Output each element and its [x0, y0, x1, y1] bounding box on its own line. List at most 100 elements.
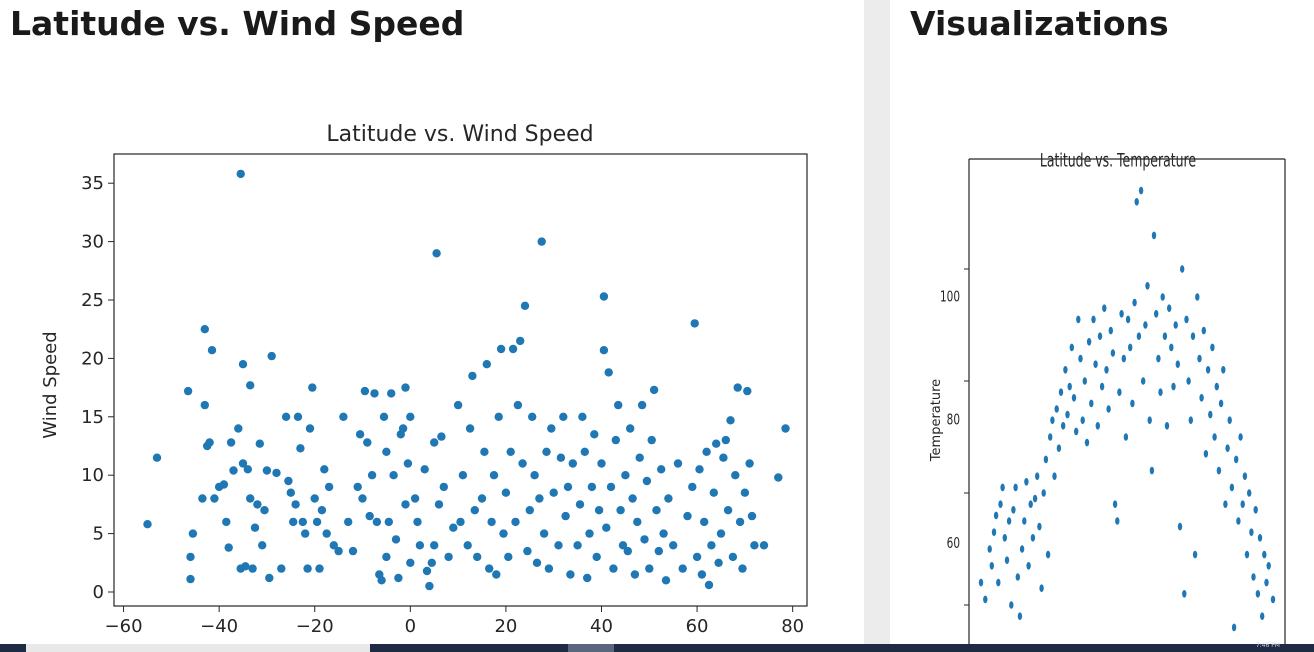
scatter-point — [360, 386, 370, 396]
wind-speed-scatter-chart: Latitude vs. Wind Speed Wind Speed −60 −4… — [40, 122, 808, 637]
scatter-point — [1199, 394, 1204, 402]
scatter-point — [1084, 438, 1090, 447]
scatter-point — [704, 580, 714, 590]
scatter-point — [470, 506, 479, 515]
scatter-point — [1197, 354, 1202, 363]
scatter-point — [1076, 315, 1081, 324]
scatter-point — [1223, 500, 1228, 509]
scatter-point — [642, 476, 652, 486]
scatter-point — [537, 237, 546, 246]
scatter-point — [222, 517, 231, 527]
scatter-point — [1231, 623, 1237, 632]
x-tick-label: 60 — [686, 616, 709, 637]
scatter-point — [250, 523, 260, 532]
x-tick-label: −60 — [105, 616, 143, 637]
scatter-point — [1141, 377, 1146, 385]
scatter-point — [1266, 562, 1271, 570]
scatter-point — [1110, 349, 1116, 357]
scatter-point — [1160, 293, 1165, 301]
scatter-point — [1201, 326, 1206, 335]
plot-marks: 406080100 — [940, 186, 1276, 632]
scatter-point — [501, 488, 511, 497]
scatter-point — [747, 511, 757, 521]
scatter-point — [1080, 416, 1085, 425]
scatter-point — [394, 573, 403, 583]
scatter-point — [143, 520, 152, 529]
scatter-point — [695, 465, 704, 474]
scatter-point — [329, 541, 338, 550]
scatter-point — [365, 511, 374, 521]
scatter-point — [210, 494, 219, 503]
scatter-point — [616, 506, 625, 515]
scatter-point — [633, 517, 642, 527]
scatter-point — [518, 459, 527, 468]
scatter-point — [1164, 422, 1170, 430]
scatter-point — [473, 552, 482, 562]
scatter-point — [743, 386, 752, 396]
scatter-point — [1091, 315, 1096, 324]
scatter-point — [1102, 304, 1107, 313]
scatter-point — [993, 511, 999, 520]
scatter-point — [506, 447, 515, 456]
scatter-point — [1132, 298, 1137, 307]
scatter-point — [434, 500, 444, 509]
scatter-point — [991, 528, 997, 536]
scatter-point — [659, 529, 668, 538]
scatter-point — [1260, 612, 1265, 620]
scatter-point — [683, 511, 692, 521]
scatter-point — [310, 494, 319, 503]
scatter-point — [463, 541, 472, 550]
scatter-point — [456, 517, 465, 527]
y-tick-label: 80 — [947, 412, 960, 430]
scatter-point — [219, 480, 229, 489]
y-axis-label: Wind Speed — [40, 331, 61, 438]
scatter-point — [382, 447, 391, 456]
scatter-point — [1104, 366, 1109, 374]
scatter-point — [652, 506, 661, 515]
scatter-point — [1009, 601, 1014, 609]
scatter-point — [303, 564, 312, 573]
scatter-point — [508, 344, 518, 354]
scatter-point — [1067, 382, 1072, 391]
scatter-point — [1022, 517, 1027, 525]
scatter-point — [1004, 556, 1010, 564]
scatter-point — [1253, 506, 1258, 514]
scatter-point — [566, 570, 575, 579]
scatter-point — [690, 319, 699, 328]
taskbar-active-app[interactable] — [568, 644, 614, 652]
scatter-point — [721, 435, 730, 445]
scatter-point — [1162, 332, 1168, 341]
y-tick-label: 35 — [81, 173, 104, 194]
scatter-point — [1089, 399, 1094, 408]
panel-gutter — [864, 0, 890, 644]
scatter-point — [449, 523, 458, 532]
scatter-point — [403, 459, 413, 468]
scatter-point — [1262, 550, 1267, 559]
scatter-point — [1128, 343, 1133, 352]
scatter-point — [152, 453, 162, 462]
scatter-point — [673, 459, 683, 468]
scatter-point — [623, 546, 632, 556]
scatter-point — [987, 545, 992, 553]
scatter-point — [1264, 578, 1269, 587]
scatter-point — [702, 447, 711, 456]
scatter-point — [358, 494, 367, 503]
scatter-point — [611, 435, 620, 445]
scatter-point — [587, 482, 597, 492]
scatter-point — [1106, 405, 1111, 413]
taskbar-search-box[interactable] — [26, 644, 370, 652]
scatter-point — [1125, 315, 1131, 324]
scatter-point — [1006, 517, 1012, 525]
scatter-point — [1156, 354, 1161, 363]
scatter-point — [1212, 433, 1217, 441]
scatter-point — [535, 494, 544, 503]
scatter-point — [707, 541, 716, 550]
scatter-point — [544, 564, 554, 573]
scatter-point — [1216, 466, 1222, 475]
scatter-point — [645, 564, 654, 573]
y-tick-label: 30 — [81, 232, 104, 253]
scatter-point — [477, 494, 487, 503]
scatter-point — [1099, 382, 1105, 391]
scatter-point — [559, 412, 568, 421]
scatter-point — [444, 552, 453, 562]
